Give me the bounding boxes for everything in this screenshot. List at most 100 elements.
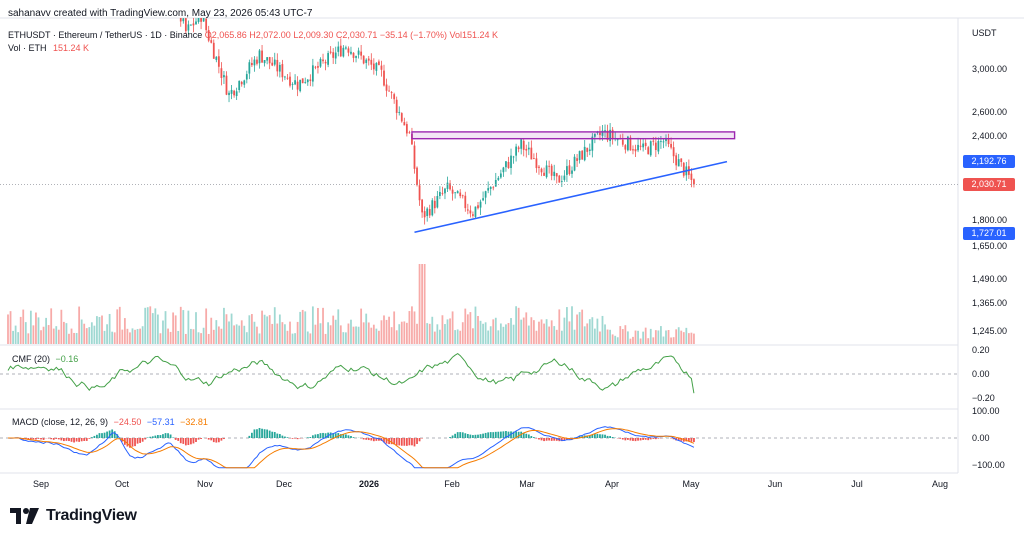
macd-hist-bar [192,438,195,444]
candle-body [451,189,454,194]
volume-bar [682,332,685,344]
candle-body [172,0,174,3]
volume-bar [217,326,220,344]
macd-hist-bar [606,435,609,438]
volume-bar [294,333,296,344]
volume-bar [57,329,60,344]
macd-hist-bar [405,438,408,446]
macd-hist-bar [83,438,86,441]
candle-body [296,81,299,90]
candle-body [235,91,238,97]
volume-bar [14,325,17,344]
volume-bar [637,330,639,344]
volume-value: 151.24 K [53,43,90,53]
volume-bar [484,322,487,344]
volume-bar [83,323,86,344]
volume-bar [311,306,314,344]
volume-bar [459,330,462,344]
candle-body [535,158,538,169]
volume-bar [378,330,380,344]
volume-bar [604,324,606,344]
macd-hist-bar [65,438,68,441]
macd-hist-bar [164,433,167,438]
volume-bar [395,330,398,344]
macd-hist-bar [70,438,73,442]
volume-bar [670,337,672,344]
volume-bar [621,329,624,344]
candle-body [550,165,553,176]
candle-body [400,113,403,122]
macd-signal-value: −32.81 [180,417,208,427]
macd-hist-bar [461,432,464,438]
macd-hist-bar [619,438,622,439]
volume-bar [233,325,235,344]
macd-hist-bar [464,433,467,438]
candle-body [408,132,411,134]
volume-bar [113,332,116,344]
macd-hist-bar [535,438,538,439]
volume-bar [632,336,634,344]
volume-bar [385,319,388,344]
candle-body [487,188,490,191]
macd-hist-bar [306,437,309,438]
macd-hist-bar [200,438,202,439]
macd-hist-bar [621,438,624,440]
volume-bar [596,318,599,344]
volume-bar [167,328,169,344]
candle-body [291,84,294,85]
volume-bar [159,333,162,344]
macd-hist-bar [108,430,111,438]
candle-body [660,141,662,142]
volume-bar [677,327,680,344]
volume-bar [281,322,284,344]
time-axis-label: 2026 [359,479,379,489]
candle-body [266,57,269,61]
volume-bar [578,312,581,344]
macd-hist-bar [472,435,474,438]
candle-body [482,198,484,201]
volume-bar [139,328,141,344]
candle-body [441,192,444,194]
volume-bar [256,326,258,344]
volume-bar [647,338,650,344]
macd-hist-bar [588,435,591,438]
candle-body [413,145,416,169]
macd-hist-bar [177,438,180,441]
macd-hist-bar [593,434,596,438]
volume-bar [182,310,185,344]
volume-bar [649,328,652,344]
macd-axis-label: −100.00 [972,460,1005,470]
volume-bar [461,322,464,344]
candle-body [644,142,647,147]
candle-body [220,68,223,78]
macd-hist-bar [601,434,604,438]
macd-hist-bar [210,438,213,441]
candle-body [586,147,589,152]
macd-hist-bar [113,431,116,438]
macd-hist-bar [88,438,91,439]
macd-legend: MACD (close, 12, 26, 9) −24.50 −57.31 −3… [12,417,208,427]
candle-body [225,75,228,95]
volume-bar [37,317,40,344]
macd-hist-bar [672,438,675,440]
macd-hist-bar [207,438,210,440]
macd-hist-bar [497,431,500,438]
volume-bar [215,320,218,344]
candle-body [492,187,495,189]
candle-body [609,129,611,142]
volume-bar [665,330,667,344]
candle-body [639,145,642,147]
volume-bar [525,312,528,344]
candle-body [278,64,281,72]
time-axis-label: Jun [768,479,783,489]
macd-hist-bar [144,438,147,440]
tradingview-logo[interactable]: TradingView [10,507,137,525]
volume-bar [309,333,312,344]
volume-bars [7,264,695,344]
macd-hist-bar [560,438,563,442]
volume-bar [494,317,497,344]
macd-hist-bar [408,438,411,446]
volume-bar [327,322,329,344]
candle-body [449,183,451,190]
